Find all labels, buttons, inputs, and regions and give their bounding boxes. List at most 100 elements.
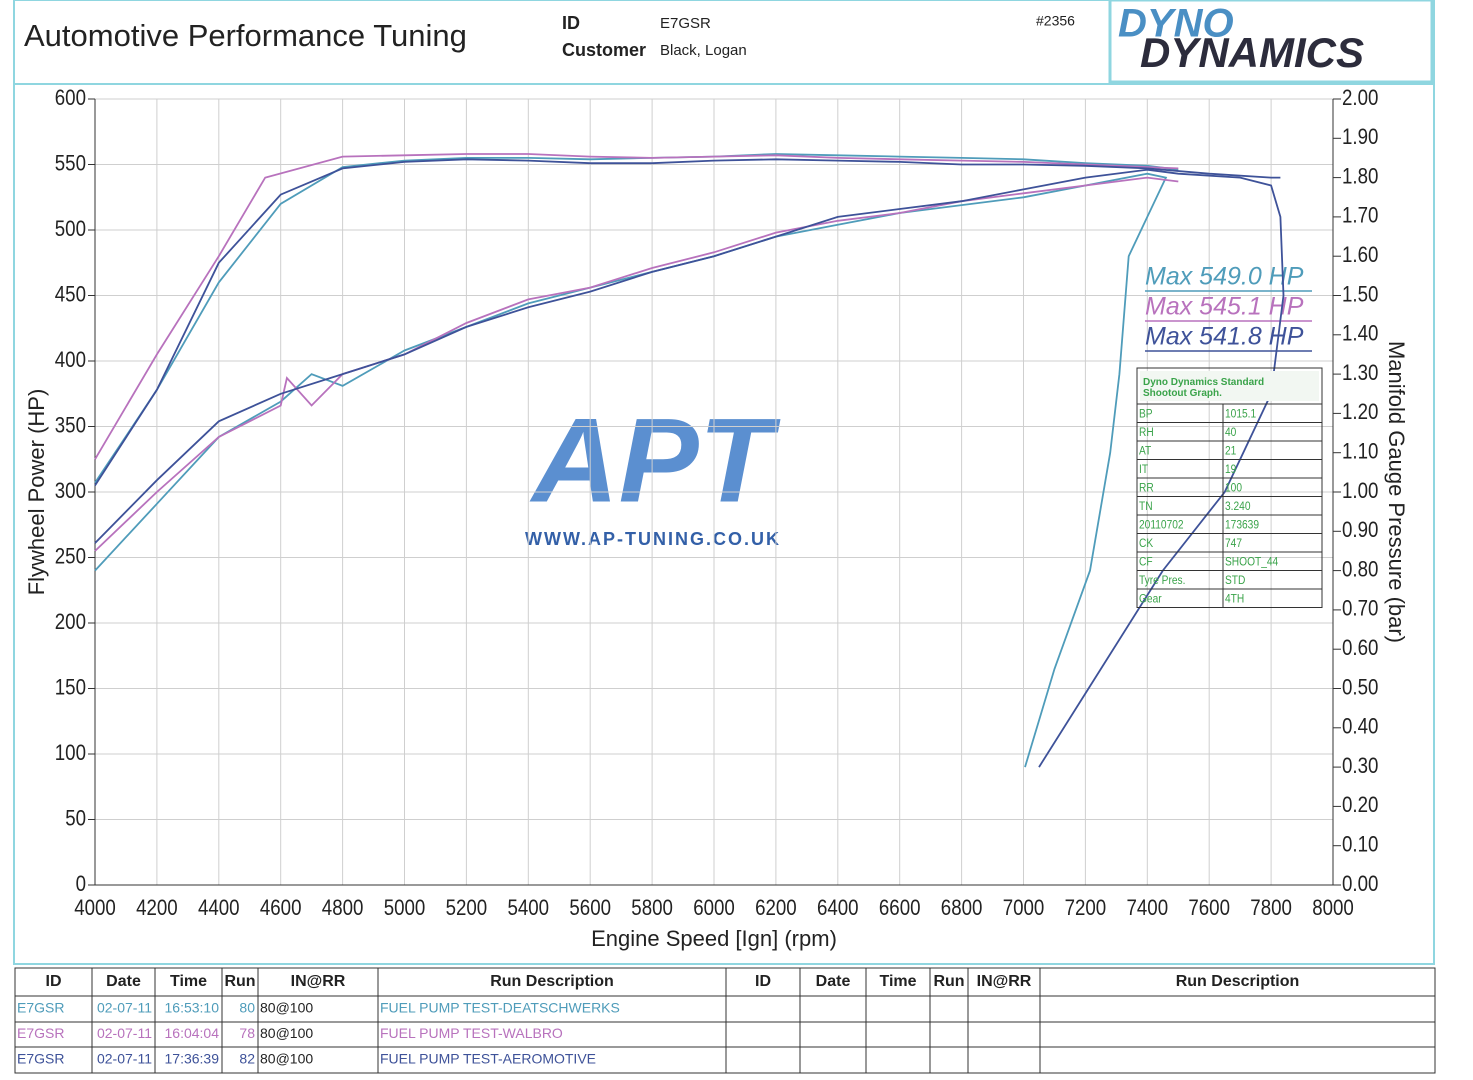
y2-tick-label: 1.20 bbox=[1342, 401, 1378, 425]
y-tick-label: 100 bbox=[55, 741, 86, 765]
run-cell: E7GSR bbox=[17, 1000, 64, 1016]
y2-tick-label: 0.30 bbox=[1342, 755, 1378, 779]
run-cell: 16:04:04 bbox=[165, 1025, 220, 1041]
x-axis-label: Engine Speed [Ign] (rpm) bbox=[591, 926, 837, 951]
legend-entry: Max 545.1 HP bbox=[1145, 293, 1304, 321]
run-header: ID bbox=[46, 973, 62, 990]
logo-box bbox=[1108, 0, 1434, 84]
customer-label: Customer bbox=[562, 40, 646, 60]
y-tick-label: 450 bbox=[55, 283, 86, 307]
sheet-number: #2356 bbox=[1036, 13, 1075, 29]
x-tick-label: 4200 bbox=[136, 896, 178, 920]
x-tick-label: 5600 bbox=[569, 896, 611, 920]
info-cell: 747 bbox=[1225, 537, 1242, 550]
y2-tick-label: 1.70 bbox=[1342, 204, 1378, 228]
run-cell: 78 bbox=[239, 1025, 255, 1041]
series-line bbox=[94, 158, 1281, 486]
series-line bbox=[94, 176, 1179, 552]
info-box-title: Dyno Dynamics Standard Shootout Graph. bbox=[1143, 377, 1264, 399]
y-tick-label: 150 bbox=[55, 676, 86, 700]
run-header: IN@RR bbox=[291, 973, 346, 990]
y2-tick-label: 1.40 bbox=[1342, 322, 1378, 346]
run-header: Run Description bbox=[490, 973, 614, 990]
x-tick-label: 6200 bbox=[755, 896, 797, 920]
run-cell: 17:36:39 bbox=[165, 1051, 220, 1067]
run-cell: 80@100 bbox=[260, 1000, 313, 1016]
series-line bbox=[94, 172, 1168, 768]
header-title: Automotive Performance Tuning bbox=[24, 18, 467, 53]
run-cell: E7GSR bbox=[17, 1025, 64, 1041]
run-header: Run bbox=[933, 973, 964, 990]
run-table: ID Date Time Run IN@RR Run Description ID Date T… bbox=[14, 967, 1436, 1074]
x-tick-label: 6400 bbox=[817, 896, 859, 920]
run-cell: FUEL PUMP TEST-WALBRO bbox=[380, 1025, 563, 1041]
run-cell: 80@100 bbox=[260, 1025, 313, 1041]
run-cell: E7GSR bbox=[17, 1051, 64, 1067]
y2-tick-label: 0.70 bbox=[1342, 597, 1378, 621]
info-box: Dyno Dynamics Standard Shootout Graph. BP 1… bbox=[1136, 367, 1323, 608]
x-tick-label: 4800 bbox=[322, 896, 364, 920]
y-tick-label: 350 bbox=[55, 414, 86, 438]
info-cell: Gear bbox=[1139, 593, 1162, 606]
y2-tick-label: 0.60 bbox=[1342, 637, 1378, 661]
chart-frame bbox=[13, 83, 1435, 965]
info-cell: 100 bbox=[1225, 482, 1242, 495]
run-header: Time bbox=[879, 973, 916, 990]
info-cell: TN bbox=[1139, 500, 1153, 513]
run-header: Date bbox=[816, 973, 851, 990]
plot: 4000 4200 4400 4600 4800 5000 5200 5400 5600 5800… bbox=[55, 86, 1379, 920]
info-cell: Tyre Pres. bbox=[1139, 574, 1185, 587]
series-line bbox=[94, 153, 1179, 460]
watermark-url: WWW.AP-TUNING.CO.UK bbox=[525, 529, 781, 549]
info-cell: IT bbox=[1139, 463, 1148, 476]
y2-tick-label: 1.60 bbox=[1342, 244, 1378, 268]
y2-tick-label: 1.10 bbox=[1342, 440, 1378, 464]
info-box-title-line: Shootout Graph. bbox=[1143, 388, 1222, 399]
y2-tick-label: 0.80 bbox=[1342, 558, 1378, 582]
info-cell: RR bbox=[1139, 482, 1154, 495]
run-cell: 16:53:10 bbox=[165, 1000, 220, 1016]
run-cell: 02-07-11 bbox=[97, 1025, 152, 1041]
logo-top: DYNO bbox=[1118, 2, 1234, 46]
customer-value: Black, Logan bbox=[660, 42, 747, 59]
y-tick-label: 250 bbox=[55, 545, 86, 569]
x-tick-label: 4600 bbox=[260, 896, 302, 920]
x-tick-label: 4000 bbox=[74, 896, 116, 920]
y-axis-label: Flywheel Power (HP) bbox=[24, 389, 49, 596]
y-tick-label: 300 bbox=[55, 479, 86, 503]
info-cell: 4TH bbox=[1225, 593, 1244, 606]
run-cell: 02-07-11 bbox=[97, 1051, 152, 1067]
info-cell: 21 bbox=[1225, 445, 1236, 458]
info-box-title-line: Dyno Dynamics Standard bbox=[1143, 377, 1264, 388]
x-tick-label: 6000 bbox=[693, 896, 735, 920]
run-cell: 80 bbox=[239, 1000, 255, 1016]
run-header: IN@RR bbox=[977, 973, 1032, 990]
info-cell: 1015.1 bbox=[1225, 408, 1256, 421]
x-tick-label: 5200 bbox=[446, 896, 488, 920]
y2-tick-label: 0.40 bbox=[1342, 715, 1378, 739]
info-cell: 173639 bbox=[1225, 519, 1259, 532]
info-cell: CF bbox=[1139, 556, 1153, 569]
y-tick-label: 500 bbox=[55, 217, 86, 241]
y2-axis-label: Manifold Gauge Pressure (bar) bbox=[1384, 341, 1409, 643]
info-cell: SHOOT_44 bbox=[1225, 556, 1278, 569]
y2-tick-label: 1.00 bbox=[1342, 479, 1378, 503]
run-cell: FUEL PUMP TEST-DEATSCHWERKS bbox=[380, 1000, 620, 1016]
x-tick-label: 5000 bbox=[384, 896, 426, 920]
legend-entry: Max 549.0 HP bbox=[1145, 263, 1304, 291]
y2-tick-label: 2.00 bbox=[1342, 86, 1378, 110]
logo-bottom: DYNAMICS bbox=[1140, 29, 1364, 76]
series-line bbox=[94, 168, 1285, 768]
run-header: Run Description bbox=[1176, 973, 1300, 990]
y-tick-label: 600 bbox=[55, 86, 86, 110]
y2-tick-label: 0.50 bbox=[1342, 676, 1378, 700]
info-box-title-bg bbox=[1140, 371, 1319, 401]
run-cell: 02-07-11 bbox=[97, 1000, 152, 1016]
x-tick-label: 6600 bbox=[879, 896, 921, 920]
y2-tick-label: 1.50 bbox=[1342, 283, 1378, 307]
info-cell: BP bbox=[1139, 408, 1153, 421]
y2-tick-label: 0.00 bbox=[1342, 872, 1378, 896]
x-tick-label: 4400 bbox=[198, 896, 240, 920]
y2-tick-label: 0.10 bbox=[1342, 833, 1378, 857]
y2-tick-label: 1.80 bbox=[1342, 165, 1378, 189]
